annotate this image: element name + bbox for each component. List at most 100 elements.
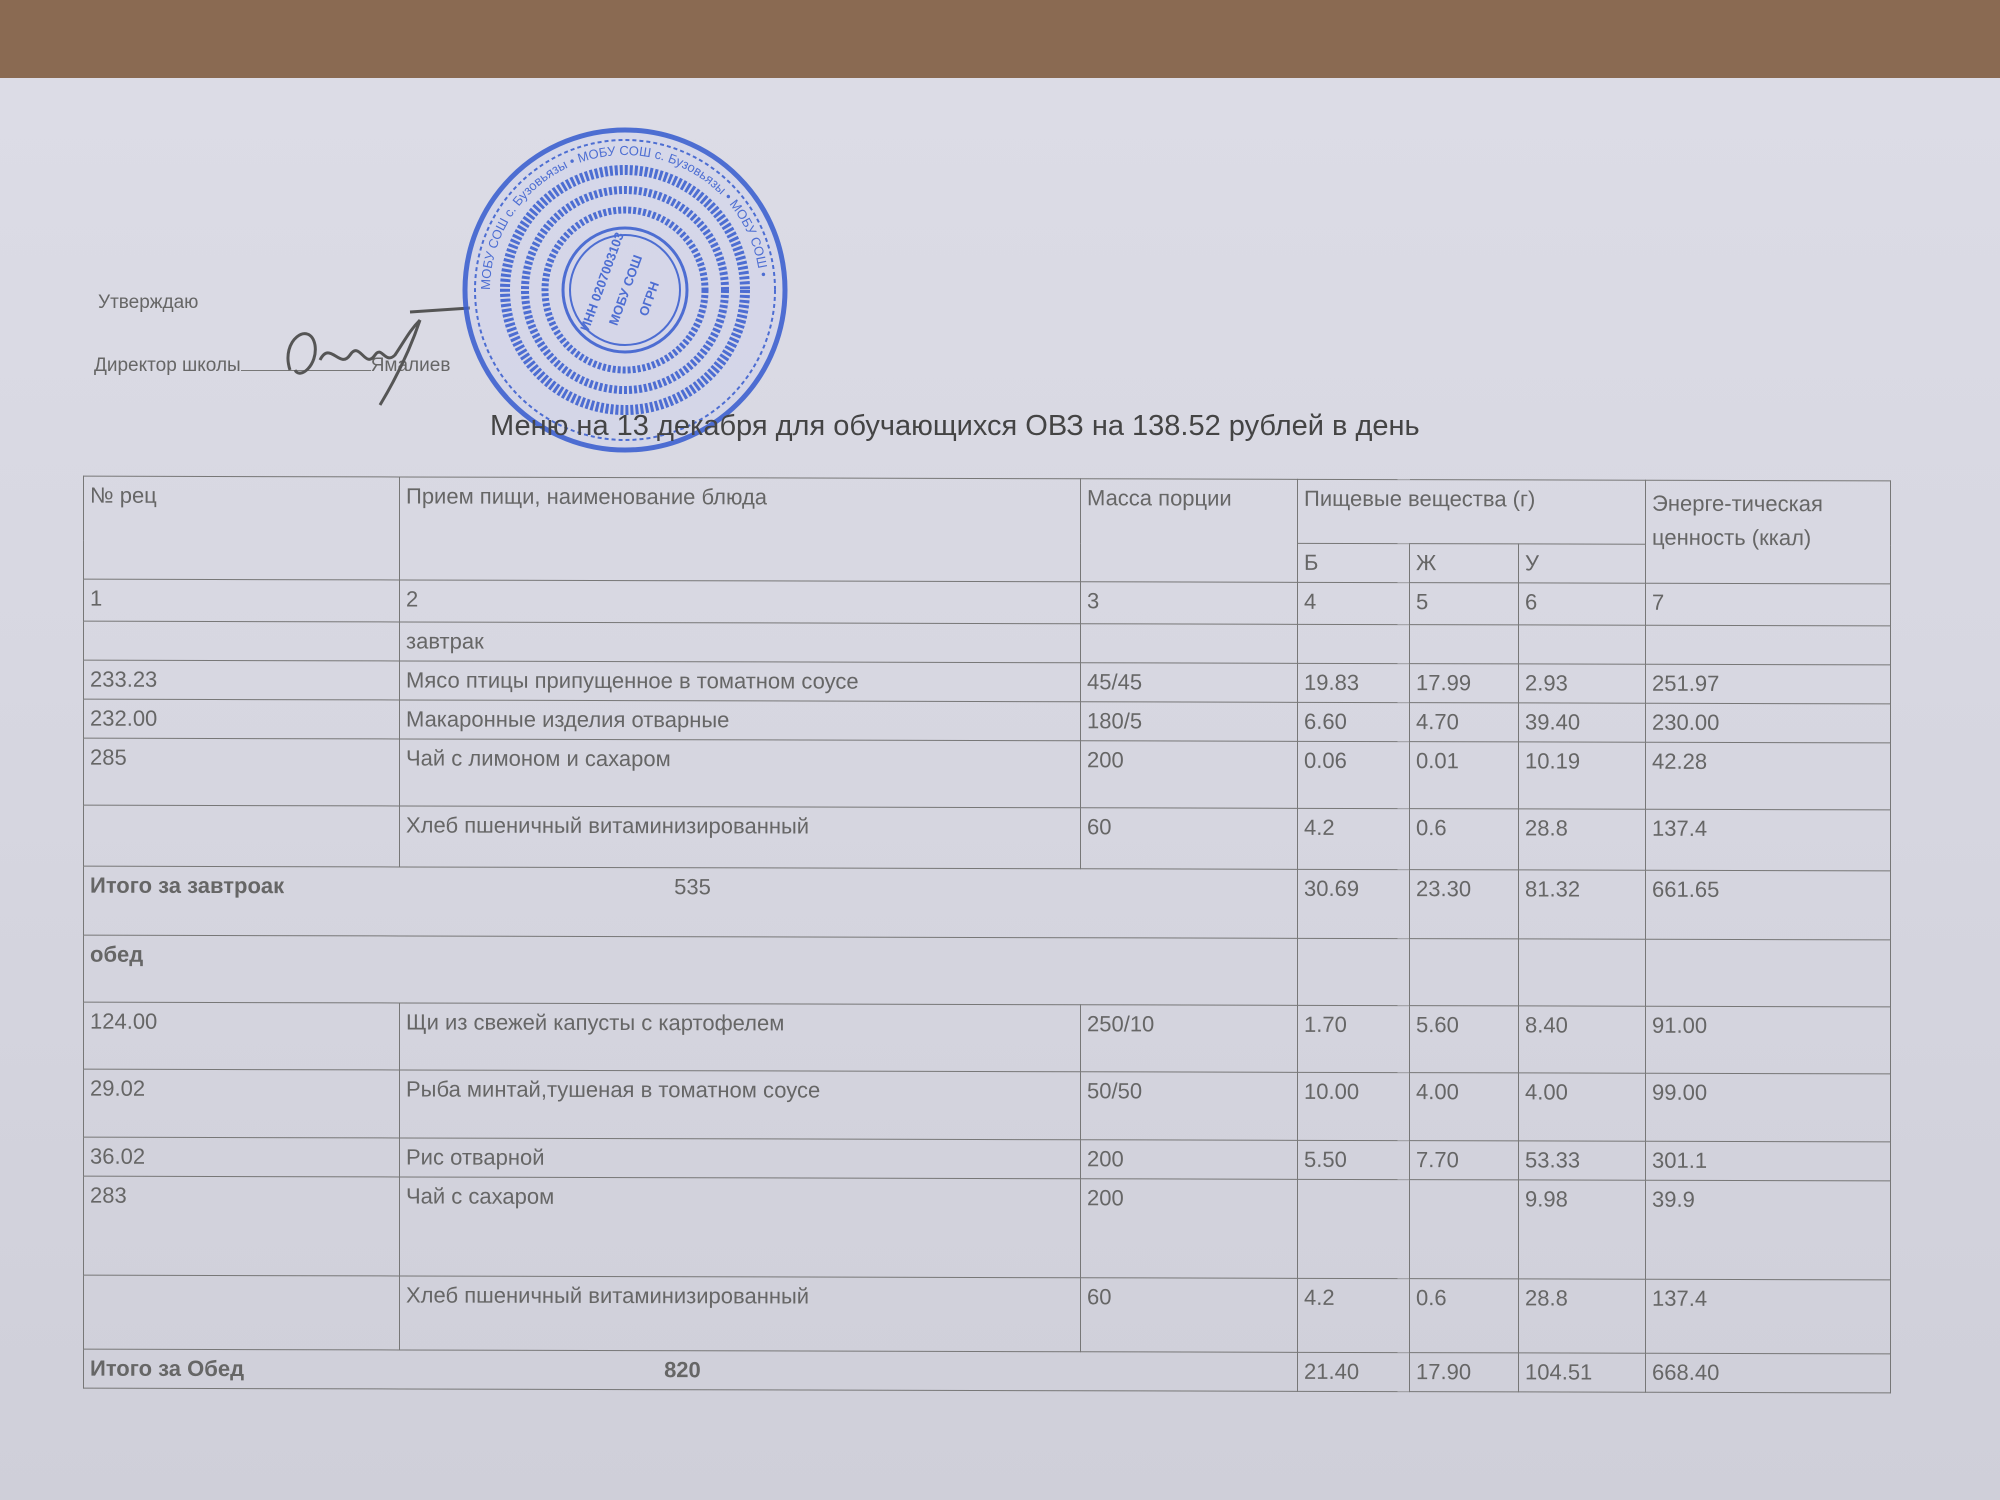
col-number: 4 bbox=[1297, 582, 1410, 625]
portion-mass: 50/50 bbox=[1080, 1071, 1298, 1141]
page-title: Меню на 13 декабря для обучающихся ОВЗ н… bbox=[490, 410, 1420, 442]
director-label: Директор школы bbox=[94, 355, 241, 376]
lunch-label: обед bbox=[83, 935, 1298, 1006]
fat: 7.70 bbox=[1409, 1140, 1519, 1180]
lunch-total-energy: 668.40 bbox=[1645, 1353, 1891, 1393]
carbs: 10.19 bbox=[1518, 741, 1646, 810]
energy: 230.00 bbox=[1645, 703, 1891, 743]
rec-number: 232.00 bbox=[83, 699, 400, 739]
col-number: 5 bbox=[1409, 582, 1519, 625]
rec-number: 283 bbox=[83, 1176, 400, 1276]
breakfast-total-label: Итого за завтроак bbox=[90, 872, 285, 899]
portion-mass: 200 bbox=[1080, 1178, 1298, 1279]
energy: 42.28 bbox=[1645, 742, 1891, 810]
lunch-section-row: обед bbox=[83, 935, 1891, 1007]
col-number: 3 bbox=[1080, 581, 1298, 625]
portion-mass: 45/45 bbox=[1080, 662, 1298, 703]
official-stamp: МОБУ СОШ с. Бузовьязы • МОБУ СОШ с. Бузо… bbox=[462, 127, 788, 453]
paper-sheet bbox=[0, 78, 2000, 1500]
energy: 301.1 bbox=[1645, 1141, 1891, 1181]
lunch-total-zh: 17.90 bbox=[1409, 1352, 1519, 1392]
protein: 10.00 bbox=[1297, 1072, 1410, 1141]
table-row: 283 Чай с сахаром 200 9.98 39.9 bbox=[83, 1176, 1891, 1280]
header-nutrients: Пищевые вещества (г) bbox=[1297, 479, 1646, 545]
table-row: 29.02 Рыба минтай,тушеная в томатном соус… bbox=[83, 1069, 1891, 1142]
fat: 0.01 bbox=[1409, 741, 1519, 809]
carbs: 39.40 bbox=[1518, 702, 1646, 743]
breakfast-total-u: 81.32 bbox=[1518, 869, 1646, 940]
rec-number bbox=[83, 805, 400, 867]
header-rec: № рец bbox=[83, 476, 400, 580]
rec-number: 124.00 bbox=[83, 1002, 400, 1070]
carbs: 2.93 bbox=[1518, 663, 1646, 704]
energy: 137.4 bbox=[1645, 1279, 1891, 1354]
breakfast-total-energy: 661.65 bbox=[1645, 870, 1891, 940]
fat: 4.70 bbox=[1409, 702, 1519, 742]
signature bbox=[286, 306, 470, 406]
energy: 251.97 bbox=[1645, 664, 1891, 704]
protein: 5.50 bbox=[1297, 1140, 1410, 1180]
rec-number: 285 bbox=[83, 738, 400, 806]
dish-name: Мясо птицы припущенное в томатном соусе bbox=[399, 660, 1081, 702]
header-u: У bbox=[1518, 543, 1646, 584]
breakfast-section-row: завтрак bbox=[83, 621, 1891, 665]
header-row: № рец Прием пищи, наименование блюда Мас… bbox=[83, 476, 1891, 584]
table-row: 36.02 Рис отварной 200 5.50 7.70 53.33 301.1 bbox=[83, 1137, 1891, 1181]
breakfast-rows: 233.23 Мясо птицы припущенное в томатном … bbox=[83, 660, 1891, 871]
energy: 39.9 bbox=[1645, 1180, 1891, 1280]
column-numbers-row: 1 2 3 4 5 6 7 bbox=[83, 579, 1891, 626]
table-row: Хлеб пшеничный витаминизированный 60 4.2 0.… bbox=[83, 1275, 1891, 1354]
energy: 99.00 bbox=[1645, 1073, 1891, 1142]
rec-number: 29.02 bbox=[83, 1069, 400, 1138]
carbs: 28.8 bbox=[1518, 808, 1646, 871]
carbs: 53.33 bbox=[1518, 1140, 1646, 1181]
energy: 91.00 bbox=[1645, 1006, 1891, 1074]
carbs: 4.00 bbox=[1518, 1072, 1646, 1142]
col-number: 7 bbox=[1645, 583, 1891, 626]
portion-mass: 180/5 bbox=[1080, 701, 1298, 742]
table-row: 124.00 Щи из свежей капусты с картофелем 2… bbox=[83, 1002, 1891, 1074]
breakfast-total-mass: 535 bbox=[674, 874, 711, 900]
lunch-total-cell: Итого за Обед 820 bbox=[83, 1349, 1298, 1392]
table-row: 233.23 Мясо птицы припущенное в томатном … bbox=[83, 660, 1891, 704]
carbs: 8.40 bbox=[1518, 1005, 1646, 1074]
dish-name: Хлеб пшеничный витаминизированный bbox=[399, 805, 1081, 869]
dish-name: Хлеб пшеничный витаминизированный bbox=[399, 1275, 1081, 1352]
breakfast-total-row: Итого за завтроак 535 30.69 23.30 81.32 6… bbox=[83, 866, 1891, 940]
protein: 6.60 bbox=[1297, 702, 1410, 742]
table-row: 232.00 Макаронные изделия отварные 180/5 6.… bbox=[83, 699, 1891, 743]
lunch-total-b: 21.40 bbox=[1297, 1352, 1410, 1392]
fat: 4.00 bbox=[1409, 1072, 1519, 1141]
director-line: Директор школы Ямалиев bbox=[94, 354, 450, 377]
col-number: 2 bbox=[399, 579, 1081, 624]
protein: 1.70 bbox=[1297, 1005, 1410, 1073]
director-name: Ямалиев bbox=[370, 355, 451, 376]
fat: 5.60 bbox=[1409, 1005, 1519, 1073]
rec-number: 36.02 bbox=[83, 1137, 400, 1177]
breakfast-total-b: 30.69 bbox=[1297, 869, 1410, 939]
table-row: 285 Чай с лимоном и сахаром 200 0.06 0.01 10.… bbox=[83, 738, 1891, 810]
portion-mass: 60 bbox=[1080, 1277, 1298, 1353]
dish-name: Чай с сахаром bbox=[399, 1176, 1081, 1278]
rec-number bbox=[83, 1275, 400, 1350]
header-mass: Масса порции bbox=[1080, 478, 1298, 583]
header-dish: Прием пищи, наименование блюда bbox=[399, 476, 1081, 582]
dish-name: Рыба минтай,тушеная в томатном соусе bbox=[399, 1069, 1081, 1140]
energy: 137.4 bbox=[1645, 809, 1891, 871]
dish-name: Чай с лимоном и сахаром bbox=[399, 738, 1081, 808]
menu-table: № рец Прием пищи, наименование блюда Мас… bbox=[83, 476, 1891, 1394]
breakfast-total-cell: Итого за завтроак 535 bbox=[83, 866, 1298, 939]
portion-mass: 250/10 bbox=[1080, 1004, 1298, 1073]
rec-number: 233.23 bbox=[83, 660, 400, 700]
protein bbox=[1297, 1179, 1410, 1279]
lunch-total-row: Итого за Обед 820 21.40 17.90 104.51 668.… bbox=[83, 1349, 1891, 1393]
protein: 4.2 bbox=[1297, 808, 1410, 870]
lunch-total-u: 104.51 bbox=[1518, 1352, 1646, 1393]
breakfast-total-zh: 23.30 bbox=[1409, 869, 1519, 939]
protein: 4.2 bbox=[1297, 1278, 1410, 1353]
carbs: 9.98 bbox=[1518, 1179, 1646, 1280]
lunch-total-mass: 820 bbox=[664, 1357, 701, 1383]
protein: 0.06 bbox=[1297, 741, 1410, 809]
dish-name: Рис отварной bbox=[399, 1137, 1081, 1179]
protein: 19.83 bbox=[1297, 663, 1410, 703]
